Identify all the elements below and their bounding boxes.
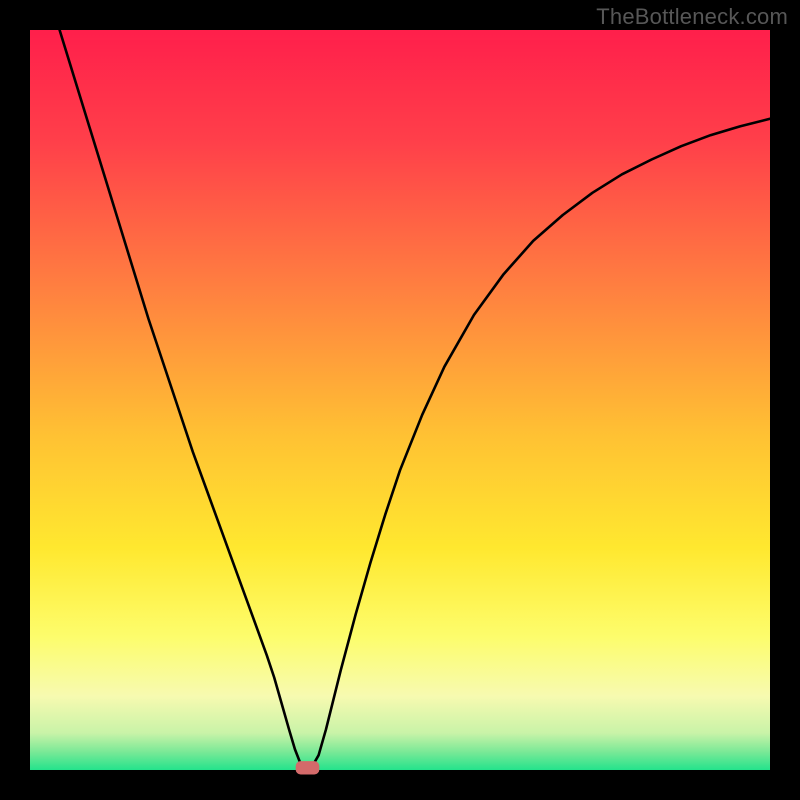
watermark-text: TheBottleneck.com [596,4,788,30]
chart-plot-area [30,30,770,770]
bottleneck-chart-svg [0,0,800,800]
bottleneck-chart-root: TheBottleneck.com [0,0,800,800]
optimum-marker [296,761,320,774]
